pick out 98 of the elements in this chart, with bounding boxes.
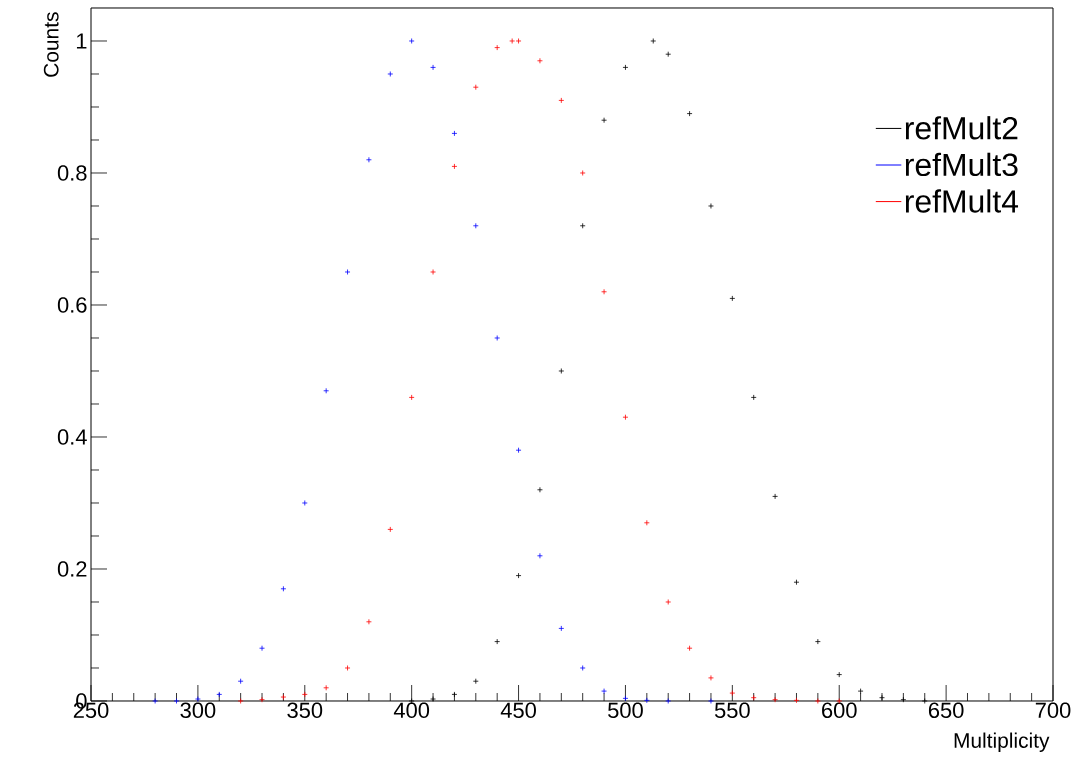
point xyxy=(237,678,244,685)
x-tick-label: 650 xyxy=(928,702,964,719)
y-tick-label: 0.2 xyxy=(57,561,87,577)
point xyxy=(494,335,501,341)
point xyxy=(814,638,821,645)
y-tick-label: 0.6 xyxy=(57,297,87,313)
point xyxy=(472,678,479,685)
point xyxy=(579,222,586,229)
point xyxy=(708,698,714,704)
point xyxy=(387,71,394,77)
point xyxy=(408,394,415,401)
legend-label: refMult3 xyxy=(905,152,1018,177)
point xyxy=(558,368,565,374)
point xyxy=(601,117,607,124)
x-tick-label: 500 xyxy=(608,702,643,719)
point xyxy=(451,691,458,698)
point xyxy=(537,486,543,493)
point xyxy=(472,84,479,91)
point xyxy=(259,696,265,703)
x-tick-label: 400 xyxy=(393,702,430,719)
point xyxy=(750,694,757,701)
point xyxy=(750,394,757,401)
point xyxy=(515,38,522,44)
point xyxy=(430,64,436,71)
point xyxy=(665,599,672,605)
point xyxy=(558,625,565,632)
point xyxy=(686,645,693,652)
point xyxy=(643,697,650,704)
point xyxy=(451,163,458,170)
point xyxy=(579,170,586,176)
point xyxy=(650,38,657,44)
point xyxy=(537,552,543,559)
point xyxy=(729,690,736,696)
point xyxy=(686,110,693,117)
point xyxy=(323,684,330,691)
point xyxy=(665,51,672,58)
y-axis-title: Counts xyxy=(43,12,59,77)
point xyxy=(793,697,800,704)
x-tick-label: 550 xyxy=(714,702,750,719)
y-tick-label: 0.8 xyxy=(57,165,87,181)
point xyxy=(451,130,458,137)
point xyxy=(301,691,308,698)
point xyxy=(814,698,821,704)
point xyxy=(173,698,180,704)
point xyxy=(772,696,778,703)
point xyxy=(387,526,394,533)
legend-label: refMult2 xyxy=(905,116,1018,140)
point xyxy=(622,695,629,702)
point xyxy=(921,698,928,704)
point xyxy=(857,688,864,694)
point xyxy=(708,675,714,681)
point xyxy=(494,44,501,51)
point xyxy=(280,694,287,700)
point xyxy=(579,665,586,671)
x-tick-label: 350 xyxy=(287,702,323,719)
x-tick-label: 600 xyxy=(822,702,857,719)
point xyxy=(708,203,714,209)
point xyxy=(772,493,778,500)
point xyxy=(879,694,885,701)
point xyxy=(344,665,351,671)
point xyxy=(259,645,265,652)
y-tick-label: 1 xyxy=(76,33,87,49)
point xyxy=(537,57,543,64)
point xyxy=(601,688,607,694)
legend-label: refMult4 xyxy=(905,189,1019,213)
point xyxy=(216,691,223,698)
point xyxy=(515,447,522,454)
point xyxy=(430,269,436,275)
point xyxy=(494,638,501,645)
point xyxy=(366,156,372,163)
point xyxy=(366,618,372,625)
x-tick-label: 300 xyxy=(180,702,216,719)
point xyxy=(558,97,565,104)
point xyxy=(729,295,736,302)
point xyxy=(237,698,244,704)
point xyxy=(515,572,522,579)
point xyxy=(622,64,629,71)
point xyxy=(601,288,607,295)
y-tick-label: 0.4 xyxy=(57,429,87,445)
x-tick-label: 450 xyxy=(500,702,536,719)
point xyxy=(900,696,907,703)
x-tick-label: 700 xyxy=(1035,702,1071,719)
point xyxy=(472,222,479,229)
point xyxy=(430,696,436,702)
point xyxy=(643,519,650,526)
point xyxy=(194,696,201,702)
x-axis-title: Multiplicity xyxy=(954,732,1050,753)
point xyxy=(622,414,629,421)
point xyxy=(836,671,843,678)
point xyxy=(152,698,159,704)
point xyxy=(280,585,287,592)
point xyxy=(665,698,672,704)
point xyxy=(323,387,330,394)
point xyxy=(793,579,800,586)
point xyxy=(408,38,415,44)
point xyxy=(301,500,308,506)
point xyxy=(509,38,516,44)
point xyxy=(344,269,351,275)
